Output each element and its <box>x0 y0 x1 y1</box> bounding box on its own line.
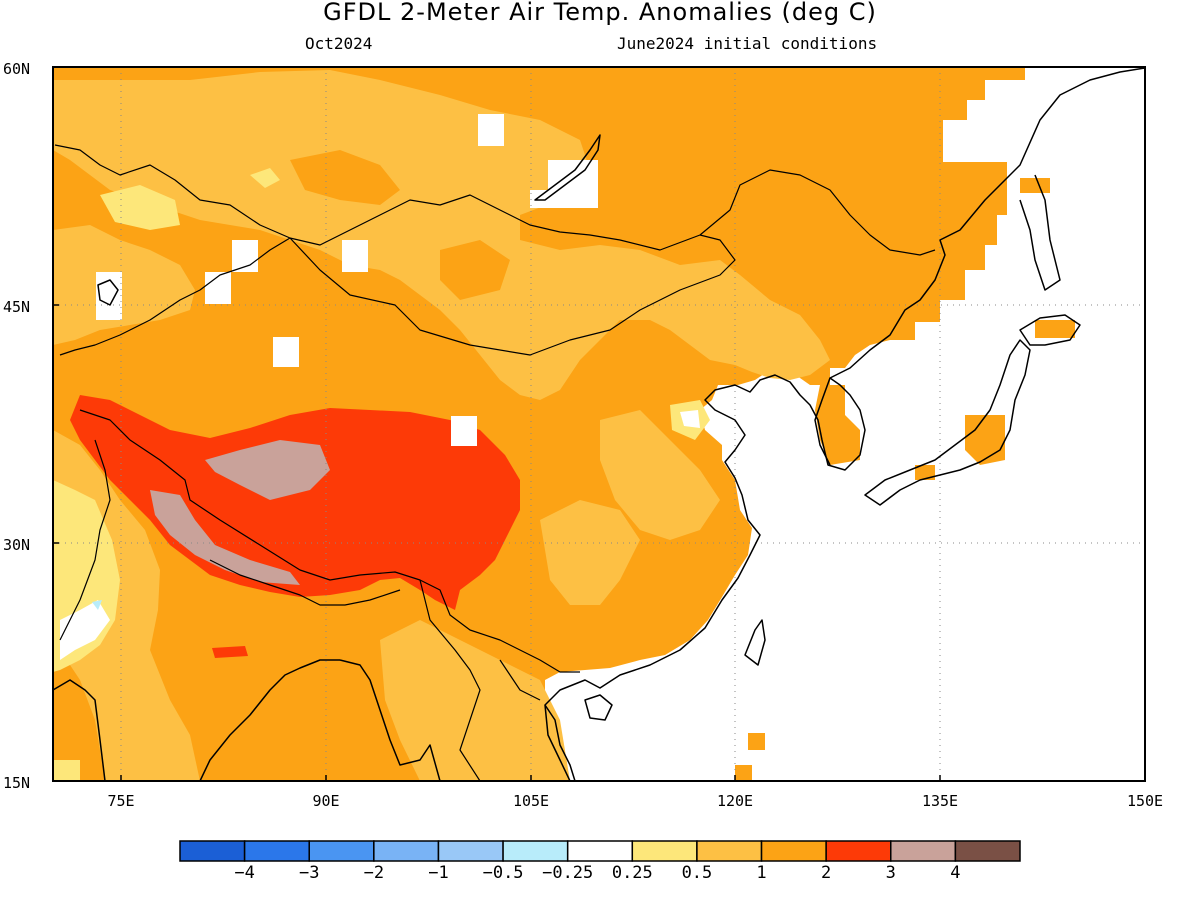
lat-tick-60n: 60N <box>3 60 30 78</box>
land-anomaly-1-to-2-mongolia-east <box>440 240 510 300</box>
land-anomaly-2-to-3-tibet <box>70 395 520 610</box>
border-india-pakistan <box>59 439 111 641</box>
colorbar-label: −2 <box>364 863 384 883</box>
colorbar-swatch <box>502 840 569 862</box>
coastline-sakhalin <box>1019 174 1061 291</box>
coastline-aral <box>97 279 119 306</box>
colorbar-swatch <box>760 840 827 862</box>
border-china-south <box>79 409 580 673</box>
map-title: GFDL 2-Meter Air Temp. Anomalies (deg C) <box>323 0 877 26</box>
colorbar-swatch <box>308 840 375 862</box>
land-anomaly-0.5-to-1 <box>53 70 830 400</box>
colorbar-swatch <box>179 840 246 862</box>
land-anomaly-1-to-2-sakhalin <box>1020 178 1050 193</box>
land-anomaly-3-to-4-tibet-north <box>205 440 330 500</box>
colorbar-swatch <box>954 840 1021 862</box>
colorbar-swatch <box>696 840 763 862</box>
lat-tick-30n: 30N <box>3 536 30 554</box>
masked-cell-baikal <box>530 160 598 208</box>
coastline-myanmar <box>339 659 441 781</box>
land-anomaly-2-to-3-india-spot <box>212 646 248 658</box>
colorbar-swatch <box>825 840 892 862</box>
border-mongolia-china <box>289 234 736 356</box>
lat-tick-15n: 15N <box>3 774 30 792</box>
anomaly-field <box>53 67 1145 781</box>
land-anomaly-1-to-2-luzon <box>735 765 752 781</box>
map-frame <box>52 66 1146 782</box>
land-anomaly-1-to-2-korea <box>815 385 860 465</box>
land-anomaly-1-to-2-taiwan <box>748 733 765 750</box>
axis-ticks <box>53 304 941 781</box>
coastline-taiwan <box>744 619 766 666</box>
land-anomaly-0.5-to-1-eastchina <box>600 410 720 540</box>
masked-cell-lake <box>205 272 231 304</box>
lon-tick-105e: 105E <box>513 792 549 810</box>
colorbar-swatch <box>373 840 440 862</box>
valid-month-label: Oct2024 <box>305 34 373 53</box>
colorbar-label: 3 <box>886 863 896 883</box>
lat-tick-45n: 45N <box>3 298 30 316</box>
border-nepal-bhutan <box>209 559 401 606</box>
lon-tick-120e: 120E <box>717 792 753 810</box>
colorbar-label: 0.5 <box>682 863 713 883</box>
coastline-india <box>53 659 340 781</box>
colorbar-label: −0.25 <box>542 863 593 883</box>
colorbar-label: 4 <box>950 863 960 883</box>
land-anomaly-1-to-2-mongolia <box>290 150 400 205</box>
colorbar-swatch <box>890 840 957 862</box>
init-conditions-label: June2024 initial conditions <box>617 34 878 53</box>
land-anomaly-1-to-2 <box>53 67 1025 781</box>
land-anomaly-3-to-4-tibet-south <box>150 490 300 585</box>
coastlines-and-borders <box>53 67 1145 781</box>
land-anomaly-0.25-to-0.5-kazakh <box>100 185 180 230</box>
colorbar-swatch <box>631 840 698 862</box>
border-china-west <box>59 237 291 356</box>
masked-cell-issyk <box>273 337 299 367</box>
coastline-korea <box>814 377 831 466</box>
colorbar-label: −3 <box>299 863 319 883</box>
border-myanmar-laos <box>419 579 541 781</box>
land-anomaly-1-to-2-kyushu <box>915 465 935 480</box>
colorbar-label: −0.5 <box>483 863 524 883</box>
lon-tick-90e: 90E <box>312 792 339 810</box>
lon-tick-150e: 150E <box>1127 792 1163 810</box>
colorbar-label: −4 <box>234 863 254 883</box>
near-zero-bohai-center <box>680 410 700 428</box>
land-anomaly-negative-pakistan <box>92 600 102 610</box>
colorbar: −4 −3 −2 −1 −0.5 −0.25 0.25 0.5 1 2 3 4 <box>179 840 1021 883</box>
coastline-baikal <box>534 134 601 201</box>
colorbar-label: 1 <box>756 863 766 883</box>
colorbar-swatch <box>437 840 504 862</box>
colorbar-swatch <box>243 840 310 862</box>
coastline-hainan <box>584 694 613 721</box>
lon-tick-75e: 75E <box>107 792 134 810</box>
land-anomaly-0.5-to-1-indochina <box>380 620 570 781</box>
coastline-east-asia <box>544 67 1145 781</box>
land-anomaly-0.5-to-1-west <box>53 225 195 345</box>
colorbar-label: −1 <box>428 863 448 883</box>
near-zero-ne-korea <box>53 760 80 781</box>
coastline-vietnam <box>544 704 576 781</box>
land-anomaly-0.25-to-0.5-north <box>250 168 280 188</box>
colorbar-label: 2 <box>821 863 831 883</box>
border-russia-south <box>54 144 936 256</box>
masked-cell-north <box>478 114 504 146</box>
land-anomaly-1-to-2-hokkaido <box>1035 320 1075 338</box>
colorbar-label: 0.25 <box>612 863 653 883</box>
land-anomaly-0.5-to-1-southchina <box>540 500 640 605</box>
lon-tick-135e: 135E <box>922 792 958 810</box>
gridlines <box>53 67 1145 781</box>
masked-cell-qinghai <box>451 416 477 446</box>
coastline-japan <box>864 339 1031 506</box>
coastline-hokkaido <box>1019 314 1081 346</box>
colorbar-swatch <box>566 840 634 862</box>
masked-cell-khovsgol <box>342 240 368 272</box>
